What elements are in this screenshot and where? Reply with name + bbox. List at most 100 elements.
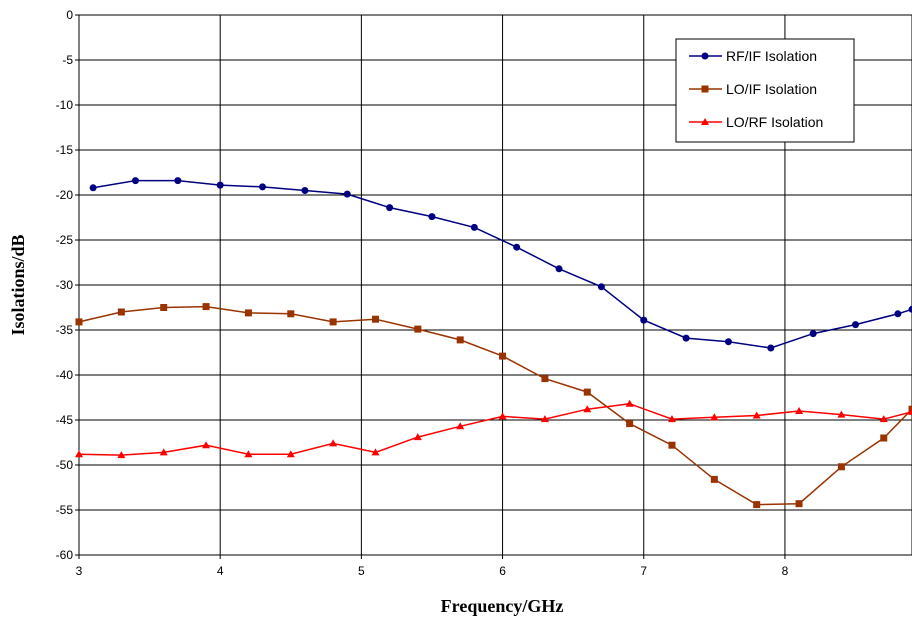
data-point bbox=[753, 501, 761, 509]
data-point bbox=[541, 375, 549, 383]
x-axis-title: Frequency/GHz bbox=[441, 596, 564, 616]
legend-label-lo-if: LO/IF Isolation bbox=[726, 81, 817, 97]
data-point bbox=[583, 405, 592, 413]
data-point bbox=[202, 441, 211, 449]
data-point bbox=[498, 412, 507, 420]
data-point bbox=[456, 336, 464, 344]
data-point bbox=[174, 177, 182, 185]
data-point bbox=[259, 183, 267, 191]
data-point bbox=[894, 310, 902, 318]
data-point bbox=[371, 448, 380, 456]
gridlines bbox=[79, 15, 912, 555]
data-point bbox=[540, 415, 549, 423]
data-point bbox=[513, 243, 521, 251]
legend-label-rf-if: RF/IF Isolation bbox=[726, 48, 817, 64]
y-tick-label: -10 bbox=[56, 98, 74, 112]
x-tick-label: 7 bbox=[640, 564, 647, 578]
data-point bbox=[724, 338, 732, 346]
data-point bbox=[837, 463, 845, 471]
legend-marker-rf-if bbox=[701, 52, 709, 60]
data-point bbox=[75, 450, 83, 458]
legend-marker-lo-if bbox=[701, 85, 709, 93]
x-tick-label: 6 bbox=[499, 564, 506, 578]
data-point bbox=[286, 450, 295, 458]
data-point bbox=[244, 309, 252, 317]
y-tick-label: 0 bbox=[66, 8, 73, 22]
data-point bbox=[456, 422, 465, 430]
y-tick-label: -25 bbox=[56, 233, 74, 247]
y-tick-label: -15 bbox=[56, 143, 74, 157]
data-point bbox=[131, 177, 139, 185]
data-point bbox=[597, 283, 605, 291]
legend-item-rf-if: RF/IF Isolation bbox=[689, 48, 817, 64]
data-point bbox=[414, 325, 422, 333]
y-axis-ticks: 0 -5 -10 -15 -20 -25 -30 -35 -40 -45 -50 -55 -60 bbox=[56, 8, 79, 562]
y-tick-label: -30 bbox=[56, 278, 74, 292]
y-tick-label: -40 bbox=[56, 368, 74, 382]
data-point bbox=[710, 413, 719, 421]
data-point bbox=[667, 415, 676, 423]
y-tick-label: -50 bbox=[56, 458, 74, 472]
data-point bbox=[625, 399, 634, 407]
x-tick-label: 5 bbox=[358, 564, 365, 578]
data-point bbox=[583, 388, 591, 396]
data-point bbox=[202, 303, 210, 311]
series-rf-if-isolation bbox=[89, 177, 912, 352]
data-point bbox=[287, 310, 295, 318]
y-tick-label: -35 bbox=[56, 323, 74, 337]
y-tick-label: -60 bbox=[56, 548, 74, 562]
series-lo-if-isolation bbox=[75, 303, 912, 509]
legend-item-lo-rf: LO/RF Isolation bbox=[689, 114, 823, 130]
x-axis-ticks: 3 4 5 6 7 8 bbox=[76, 555, 789, 578]
data-point bbox=[795, 407, 804, 414]
data-point bbox=[343, 190, 351, 198]
series-line bbox=[78, 305, 912, 506]
data-point bbox=[499, 352, 507, 360]
data-point bbox=[908, 407, 912, 415]
data-point bbox=[880, 434, 888, 442]
data-point bbox=[908, 405, 912, 413]
y-tick-label: -45 bbox=[56, 413, 74, 427]
y-axis-title: Isolations/dB bbox=[8, 234, 28, 335]
legend-marker-lo-rf bbox=[701, 118, 709, 125]
data-point bbox=[470, 223, 478, 231]
data-point bbox=[767, 344, 775, 352]
data-point bbox=[626, 420, 634, 428]
data-point bbox=[301, 187, 309, 194]
data-point bbox=[159, 448, 168, 456]
legend-label-lo-rf: LO/RF Isolation bbox=[726, 114, 823, 130]
legend: RF/IF Isolation LO/IF Isolation LO/RF Is… bbox=[675, 38, 855, 143]
data-point bbox=[795, 500, 803, 508]
data-point bbox=[640, 316, 648, 324]
data-point bbox=[244, 450, 253, 458]
data-point bbox=[428, 213, 436, 221]
data-point bbox=[682, 334, 690, 342]
y-tick-label: -20 bbox=[56, 188, 74, 202]
data-point bbox=[117, 308, 125, 316]
data-point bbox=[371, 315, 379, 323]
data-point bbox=[117, 451, 126, 459]
data-point bbox=[216, 181, 224, 189]
data-point bbox=[908, 305, 912, 313]
series-lo-rf-isolation bbox=[75, 399, 912, 459]
data-point bbox=[879, 415, 888, 423]
data-point bbox=[75, 318, 83, 326]
x-tick-label: 3 bbox=[76, 564, 83, 578]
data-point bbox=[329, 439, 338, 447]
x-tick-label: 8 bbox=[782, 564, 789, 578]
y-tick-label: -5 bbox=[62, 53, 73, 67]
x-tick-label: 4 bbox=[217, 564, 224, 578]
series-layer bbox=[75, 177, 912, 509]
data-point bbox=[329, 318, 337, 326]
data-point bbox=[386, 204, 394, 212]
data-point bbox=[752, 411, 761, 419]
data-point bbox=[837, 410, 846, 418]
data-point bbox=[160, 304, 168, 311]
data-point bbox=[413, 433, 422, 441]
data-point bbox=[809, 330, 817, 338]
data-point bbox=[852, 321, 860, 329]
y-tick-label: -55 bbox=[56, 503, 74, 517]
data-point bbox=[668, 441, 676, 449]
legend-item-lo-if: LO/IF Isolation bbox=[689, 81, 817, 97]
